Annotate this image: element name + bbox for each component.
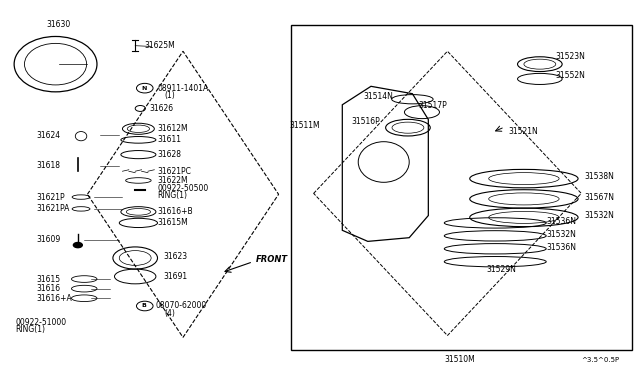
Text: 31532N: 31532N [546, 230, 576, 239]
Text: 31624: 31624 [36, 131, 61, 140]
Text: FRONT: FRONT [256, 255, 289, 264]
Text: 31538N: 31538N [584, 172, 614, 181]
Text: 31567N: 31567N [584, 193, 614, 202]
Text: 31536N: 31536N [546, 217, 576, 226]
Bar [291, 25, 632, 350]
Text: 31616+B: 31616+B [157, 206, 193, 216]
Text: 31615M: 31615M [157, 218, 188, 227]
Text: 31616+A: 31616+A [36, 294, 72, 303]
Circle shape [74, 243, 83, 248]
Text: 31532N: 31532N [584, 211, 614, 220]
Text: RING(1): RING(1) [157, 191, 188, 200]
Text: 31625M: 31625M [145, 41, 175, 50]
Text: (4): (4) [164, 309, 175, 318]
Text: 31626: 31626 [149, 104, 173, 113]
Text: 31511M: 31511M [289, 121, 320, 129]
Text: 31630: 31630 [47, 20, 71, 29]
Text: 31618: 31618 [36, 161, 60, 170]
Text: 08070-62000: 08070-62000 [156, 301, 207, 311]
Text: ^3.5^0.5P: ^3.5^0.5P [581, 356, 620, 363]
Text: 31621P: 31621P [36, 193, 65, 202]
Text: 31621PC: 31621PC [157, 167, 191, 176]
Text: 31510M: 31510M [445, 355, 476, 364]
Text: 31615: 31615 [36, 275, 61, 283]
Text: 31517P: 31517P [419, 101, 447, 110]
Text: 31691: 31691 [164, 272, 188, 281]
Text: (1): (1) [164, 91, 175, 100]
Text: 31616: 31616 [36, 284, 61, 293]
Text: 31609: 31609 [36, 235, 61, 244]
Text: 31529N: 31529N [486, 265, 516, 274]
Text: 00922-51000: 00922-51000 [15, 318, 67, 327]
Text: 31552N: 31552N [556, 71, 586, 80]
Text: 31536N: 31536N [546, 243, 576, 252]
Text: B: B [141, 304, 147, 308]
Text: 08911-1401A: 08911-1401A [157, 84, 209, 93]
Text: 31628: 31628 [157, 150, 182, 159]
Text: 31611: 31611 [157, 135, 182, 144]
Text: 31621PA: 31621PA [36, 204, 70, 214]
Text: 31521N: 31521N [508, 127, 538, 136]
Text: RING(1): RING(1) [15, 325, 45, 334]
Text: 00922-50500: 00922-50500 [157, 184, 209, 193]
Text: 31514N: 31514N [364, 92, 394, 101]
Text: 31623: 31623 [164, 252, 188, 262]
Text: 31622M: 31622M [157, 176, 188, 185]
Text: 31516P: 31516P [352, 117, 381, 126]
Text: N: N [141, 86, 147, 91]
Text: 31612M: 31612M [157, 124, 188, 132]
Text: 31523N: 31523N [556, 52, 586, 61]
